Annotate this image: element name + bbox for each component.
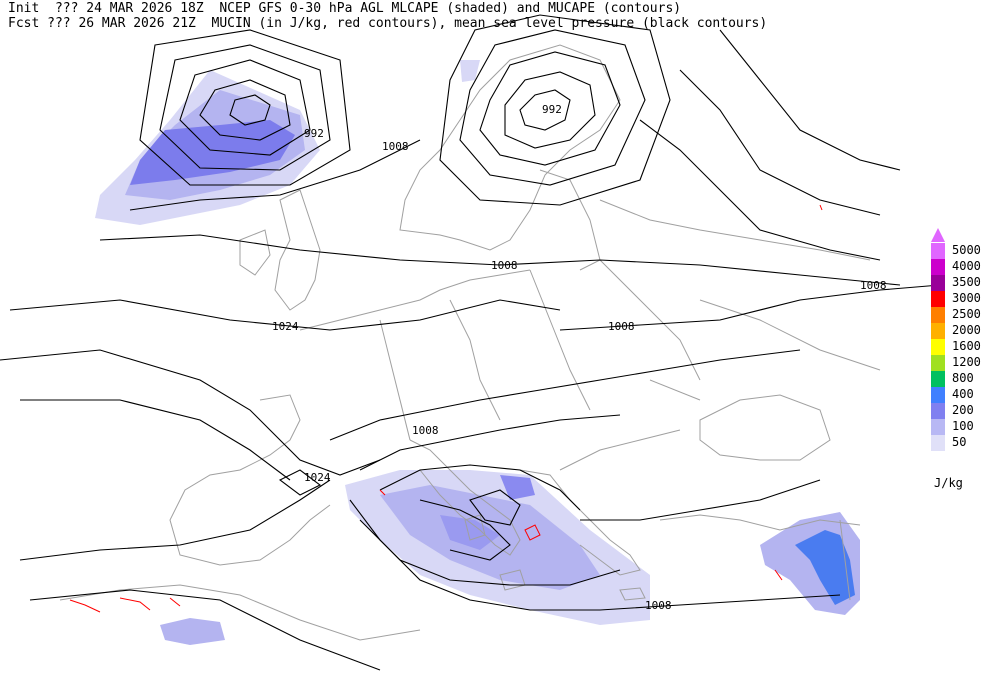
isobar-label: 1008 — [491, 259, 518, 272]
fcst-label: Fcst — [8, 16, 40, 31]
legend-label: 2500 — [952, 307, 981, 321]
legend-label: 1600 — [952, 339, 981, 353]
cape-area-med-dark — [440, 515, 500, 550]
legend-label: 100 — [952, 419, 974, 433]
legend-label: 1200 — [952, 355, 981, 369]
legend-label: 4000 — [952, 259, 981, 273]
isobar-label: 1008 — [382, 140, 409, 153]
header-line-init: Init ??? 24 MAR 2026 18Z NCEP GFS 0-30 h… — [8, 2, 681, 16]
cape-area-levant-dark — [795, 530, 855, 605]
isobar-label: 1024 — [304, 471, 331, 484]
isobar-label: 992 — [304, 127, 324, 140]
cape-area-africa — [160, 618, 225, 645]
cape-area-norway — [460, 60, 480, 82]
legend-swatch — [931, 435, 945, 451]
cape-area-adriatic — [500, 475, 535, 500]
cape-legend: 5000 4000 3500 3000 2500 2000 1600 1200 800 400 20… — [931, 228, 981, 490]
legend-label: 400 — [952, 387, 974, 401]
isobar-label: 1024 — [272, 320, 299, 333]
legend-overflow-triangle — [931, 228, 945, 242]
init-label: Init — [8, 1, 40, 16]
legend-swatch — [931, 419, 945, 435]
title-line-1: NCEP GFS 0-30 hPa AGL MLCAPE (shaded) an… — [219, 1, 682, 16]
legend-swatch — [931, 259, 945, 275]
isobar-label: 1008 — [412, 424, 439, 437]
legend-swatch — [931, 323, 945, 339]
init-time: ??? 24 MAR 2026 18Z — [54, 1, 204, 16]
legend-swatch — [931, 275, 945, 291]
legend-swatch — [931, 291, 945, 307]
legend-label: 3500 — [952, 275, 981, 289]
legend-swatch — [931, 387, 945, 403]
legend-label: 800 — [952, 371, 974, 385]
isobar-label: 1008 — [860, 279, 887, 292]
legend-label: 50 — [952, 435, 966, 449]
forecast-time: ??? 26 MAR 2026 21Z — [47, 16, 196, 31]
legend-unit: J/kg — [934, 476, 963, 490]
isobars — [0, 14, 941, 671]
cape-shading — [95, 60, 860, 645]
legend-swatch — [931, 307, 945, 323]
legend-swatch — [931, 339, 945, 355]
legend-label: 3000 — [952, 291, 981, 305]
mucin-contours — [69, 204, 823, 613]
isobar-label: 992 — [542, 103, 562, 116]
legend-label: 200 — [952, 403, 974, 417]
legend-swatch — [931, 243, 945, 259]
isobar-label: 1008 — [608, 320, 635, 333]
legend-swatch — [931, 403, 945, 419]
isobar-labels: 992 992 1008 1008 1008 1008 1024 1008 10… — [272, 103, 887, 612]
legend-label: 5000 — [952, 243, 981, 257]
legend-label: 2000 — [952, 323, 981, 337]
legend-swatch — [931, 355, 945, 371]
isobar-label: 1008 — [645, 599, 672, 612]
legend-swatch — [931, 371, 945, 387]
